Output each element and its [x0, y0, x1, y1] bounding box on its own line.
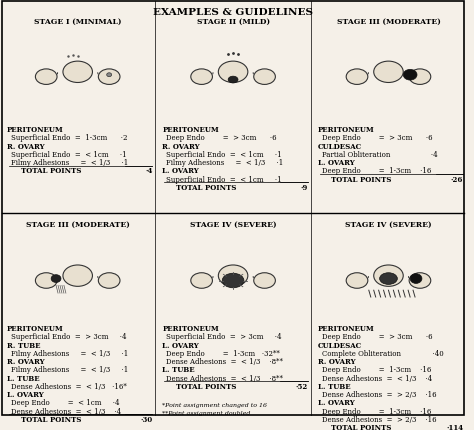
Text: Superficial Endo  =  1-3cm      ·2: Superficial Endo = 1-3cm ·2: [11, 134, 128, 142]
Text: CULDESAC: CULDESAC: [318, 142, 362, 150]
Text: R. OVARY: R. OVARY: [7, 142, 45, 150]
Text: L. TUBE: L. TUBE: [318, 382, 350, 390]
Text: Deep Endo        =  > 3cm      ·6: Deep Endo = > 3cm ·6: [321, 134, 432, 142]
Text: L. TUBE: L. TUBE: [162, 366, 195, 374]
Text: Deep Endo        =  1-3cm    ·16: Deep Endo = 1-3cm ·16: [321, 366, 431, 374]
Text: PERITONEUM: PERITONEUM: [162, 325, 219, 332]
Text: R. OVARY: R. OVARY: [162, 142, 200, 150]
Text: Filmy Adhesions     =  < 1/3     ·1: Filmy Adhesions = < 1/3 ·1: [11, 349, 128, 357]
Text: R. OVARY: R. OVARY: [318, 357, 356, 366]
Text: PERITONEUM: PERITONEUM: [7, 126, 64, 134]
Ellipse shape: [228, 77, 238, 84]
Text: L. OVARY: L. OVARY: [162, 341, 199, 349]
Text: TOTAL POINTS: TOTAL POINTS: [331, 423, 392, 430]
Text: STAGE I (MINIMAL): STAGE I (MINIMAL): [34, 18, 121, 25]
Text: Superficial Endo  =  < 1cm     ·1: Superficial Endo = < 1cm ·1: [166, 150, 282, 159]
Text: STAGE IV (SEVERE): STAGE IV (SEVERE): [345, 221, 432, 229]
Ellipse shape: [403, 70, 417, 81]
Text: CULDESAC: CULDESAC: [318, 341, 362, 349]
Text: ·52: ·52: [296, 382, 308, 390]
Text: *Point assignment changed to 16: *Point assignment changed to 16: [162, 402, 267, 407]
Ellipse shape: [36, 273, 57, 289]
Text: R. TUBE: R. TUBE: [7, 341, 40, 349]
Ellipse shape: [374, 265, 403, 287]
Text: PERITONEUM: PERITONEUM: [318, 325, 374, 332]
Ellipse shape: [36, 70, 57, 85]
Ellipse shape: [374, 62, 403, 83]
Text: ·26: ·26: [451, 175, 463, 183]
Text: Deep Endo        =  < 1cm     ·4: Deep Endo = < 1cm ·4: [11, 399, 119, 406]
Ellipse shape: [63, 62, 92, 83]
Ellipse shape: [98, 70, 120, 85]
Text: Superficial Endo  =  < 1cm     ·1: Superficial Endo = < 1cm ·1: [11, 150, 127, 159]
Ellipse shape: [409, 70, 431, 85]
Text: Deep Endo        =  > 3cm      ·6: Deep Endo = > 3cm ·6: [166, 134, 277, 142]
Text: PERITONEUM: PERITONEUM: [7, 325, 64, 332]
Text: Filmy Adhesions     =  < 1/3     ·1: Filmy Adhesions = < 1/3 ·1: [11, 366, 128, 374]
Ellipse shape: [219, 265, 248, 287]
Text: Filmy Adhesions     =  < 1/3     ·1: Filmy Adhesions = < 1/3 ·1: [11, 159, 128, 167]
Text: ·30: ·30: [140, 415, 153, 423]
Text: Partial Obliteration                  ·4: Partial Obliteration ·4: [321, 150, 437, 159]
Text: TOTAL POINTS: TOTAL POINTS: [21, 415, 81, 423]
Text: ·4: ·4: [145, 167, 153, 175]
Text: TOTAL POINTS: TOTAL POINTS: [21, 167, 81, 175]
Text: Dense Adhesions  =  > 2/3    ·16: Dense Adhesions = > 2/3 ·16: [321, 415, 436, 423]
Ellipse shape: [222, 273, 244, 288]
Text: TOTAL POINTS: TOTAL POINTS: [176, 184, 237, 191]
Text: PERITONEUM: PERITONEUM: [162, 126, 219, 134]
Text: Superficial Endo  =  > 3cm     ·4: Superficial Endo = > 3cm ·4: [166, 333, 282, 341]
Text: STAGE II (MILD): STAGE II (MILD): [197, 18, 270, 25]
Ellipse shape: [98, 273, 120, 289]
Text: **Point assignment doubled: **Point assignment doubled: [162, 410, 251, 415]
Text: L. TUBE: L. TUBE: [7, 374, 39, 382]
Text: ·114: ·114: [446, 423, 463, 430]
Text: R. OVARY: R. OVARY: [7, 357, 45, 366]
Text: Deep Endo        =  1-3cm   ·32**: Deep Endo = 1-3cm ·32**: [166, 349, 280, 357]
Text: TOTAL POINTS: TOTAL POINTS: [176, 382, 237, 390]
Text: STAGE III (MODERATE): STAGE III (MODERATE): [26, 221, 129, 229]
Ellipse shape: [191, 273, 212, 289]
Text: Dense Adhesions  =  < 1/3    ·4: Dense Adhesions = < 1/3 ·4: [11, 407, 121, 415]
Ellipse shape: [219, 62, 248, 83]
Ellipse shape: [380, 273, 397, 285]
Text: Dense Adhesions  =  < 1/3    ·4: Dense Adhesions = < 1/3 ·4: [321, 374, 432, 382]
Text: Dense Adhesions  =  < 1/3    ·8**: Dense Adhesions = < 1/3 ·8**: [166, 357, 283, 366]
Ellipse shape: [409, 273, 431, 289]
Text: Deep Endo        =  1-3cm    ·16: Deep Endo = 1-3cm ·16: [321, 167, 431, 175]
Text: Dense Adhesions  =  < 1/3    ·8**: Dense Adhesions = < 1/3 ·8**: [166, 374, 283, 382]
Text: L. OVARY: L. OVARY: [162, 167, 199, 175]
Text: Complete Obliteration              ·40: Complete Obliteration ·40: [321, 349, 443, 357]
Ellipse shape: [346, 70, 368, 85]
Text: L. OVARY: L. OVARY: [318, 159, 355, 167]
Text: Dense Adhesions  =  > 2/3    ·16: Dense Adhesions = > 2/3 ·16: [321, 390, 436, 398]
Text: Filmy Adhesions     =  < 1/3     ·1: Filmy Adhesions = < 1/3 ·1: [166, 159, 283, 167]
Text: STAGE IV (SEVERE): STAGE IV (SEVERE): [190, 221, 276, 229]
Text: ·9: ·9: [301, 184, 308, 191]
Text: Dense Adhesions  =  < 1/3   ·16*: Dense Adhesions = < 1/3 ·16*: [11, 382, 127, 390]
Text: Superficial Endo  =  < 1cm     ·1: Superficial Endo = < 1cm ·1: [166, 175, 282, 183]
Text: Superficial Endo  =  > 3cm     ·4: Superficial Endo = > 3cm ·4: [11, 333, 126, 341]
Text: L. OVARY: L. OVARY: [7, 390, 44, 398]
Ellipse shape: [254, 273, 275, 289]
Ellipse shape: [51, 275, 61, 283]
Text: STAGE III (MODERATE): STAGE III (MODERATE): [337, 18, 440, 25]
Ellipse shape: [410, 274, 422, 284]
Ellipse shape: [191, 70, 212, 85]
Ellipse shape: [63, 265, 92, 287]
Text: PERITONEUM: PERITONEUM: [318, 126, 374, 134]
Text: TOTAL POINTS: TOTAL POINTS: [331, 175, 392, 183]
Text: EXAMPLES & GUIDELINES: EXAMPLES & GUIDELINES: [153, 8, 313, 17]
Ellipse shape: [107, 74, 111, 77]
Ellipse shape: [254, 70, 275, 85]
Text: Deep Endo        =  > 3cm      ·6: Deep Endo = > 3cm ·6: [321, 333, 432, 341]
Text: Deep Endo        =  1-3cm    ·16: Deep Endo = 1-3cm ·16: [321, 407, 431, 415]
Text: L. OVARY: L. OVARY: [318, 399, 355, 406]
Ellipse shape: [346, 273, 368, 289]
